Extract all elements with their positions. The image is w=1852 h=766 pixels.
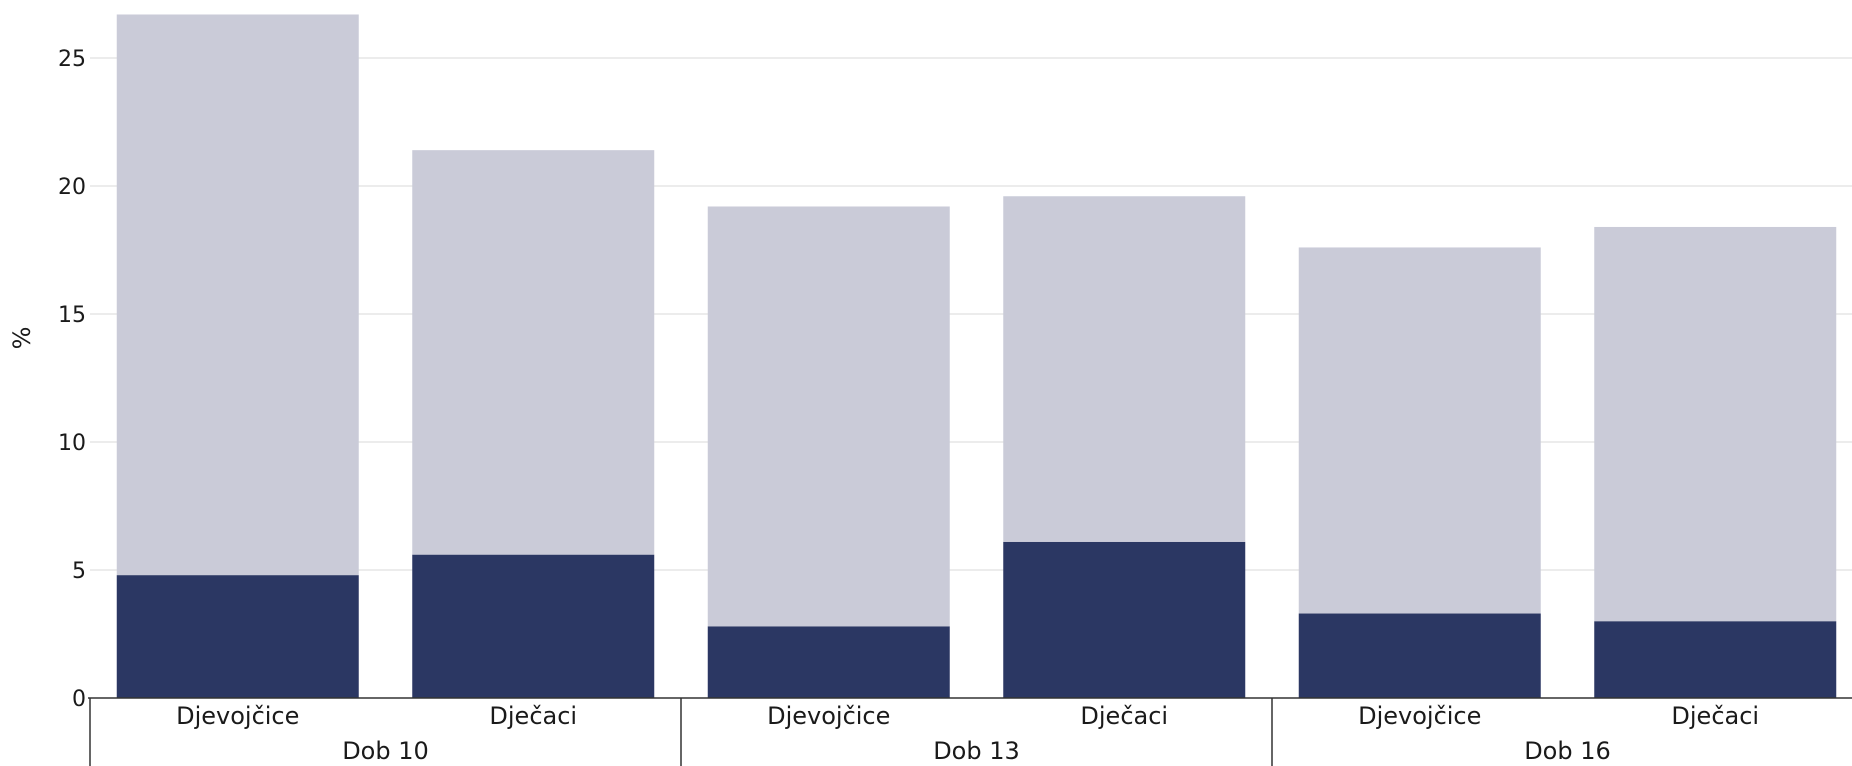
bar-segment-lower: [1594, 621, 1837, 698]
x-category-label: Djevojčice: [1358, 702, 1481, 730]
bar-segment-upper: [412, 150, 655, 555]
y-tick-label: 15: [58, 303, 86, 328]
y-axis-ticks: 0 5 10 15 20 25: [58, 47, 86, 712]
bar-segment-lower: [116, 575, 359, 698]
bar-segment-upper: [1298, 247, 1541, 614]
y-axis-title: %: [8, 327, 36, 350]
gridlines: [90, 57, 1852, 571]
y-tick-label: 10: [58, 431, 86, 456]
y-tick-label: 20: [58, 175, 86, 200]
bar-segment-lower: [1003, 541, 1246, 698]
y-tick-label: 5: [72, 559, 86, 584]
x-category-label: Dječaci: [489, 702, 577, 730]
bars: [116, 14, 1837, 698]
x-group-label: Dob 16: [1524, 737, 1611, 765]
bar-segment-upper: [1594, 226, 1837, 622]
x-axis: Djevojčice Dječaci Djevojčice Dječaci Djevoj…: [88, 697, 1852, 766]
bar-segment-lower: [1298, 613, 1541, 698]
bar-segment-upper: [1003, 196, 1246, 542]
y-tick-label: 0: [72, 687, 86, 712]
y-tick-label: 25: [58, 47, 86, 72]
bar-segment-upper: [116, 14, 359, 576]
x-category-label: Dječaci: [1671, 702, 1759, 730]
bar-segment-lower: [412, 554, 655, 698]
x-group-label: Dob 13: [933, 737, 1020, 765]
bar-segment-upper: [707, 206, 950, 627]
x-category-label: Dječaci: [1080, 702, 1168, 730]
x-category-label: Djevojčice: [767, 702, 890, 730]
x-group-label: Dob 10: [342, 737, 429, 765]
x-category-label: Djevojčice: [176, 702, 299, 730]
bar-segment-lower: [707, 626, 950, 698]
